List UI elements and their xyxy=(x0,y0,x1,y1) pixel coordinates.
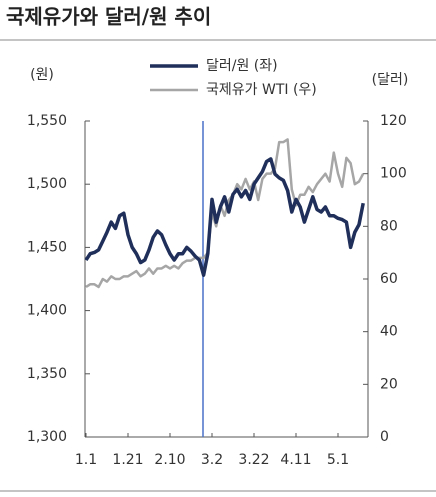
x-tick-label: 1.1 xyxy=(75,452,97,468)
legend-label: 국제유가 WTI (우) xyxy=(206,82,317,98)
y2-axis-label: (달러) xyxy=(372,72,409,88)
y2-tick-label: 0 xyxy=(380,429,389,445)
y-tick-label: 1,550 xyxy=(27,113,67,129)
y2-tick-label: 120 xyxy=(380,113,407,129)
x-tick-label: 3.22 xyxy=(238,452,269,468)
y2-tick-label: 80 xyxy=(380,218,398,234)
y-tick-label: 1,300 xyxy=(27,429,67,445)
y-tick-label: 1,500 xyxy=(27,176,67,192)
y2-tick-label: 40 xyxy=(380,324,398,340)
y-axis-label: (원) xyxy=(30,67,54,83)
y-tick-label: 1,450 xyxy=(27,239,67,255)
x-tick-label: 4.11 xyxy=(280,452,311,468)
y2-tick-label: 20 xyxy=(380,376,398,392)
legend-label: 달러/원 (좌) xyxy=(206,58,278,74)
x-tick-label: 5.1 xyxy=(327,452,349,468)
y-tick-label: 1,350 xyxy=(27,366,67,382)
x-tick-label: 3.2 xyxy=(201,452,223,468)
x-tick-label: 2.10 xyxy=(154,452,185,468)
chart-title: 국제유가와 달러/원 추이 xyxy=(6,5,211,29)
y-tick-label: 1,400 xyxy=(27,303,67,319)
series-line xyxy=(85,138,365,289)
y2-tick-label: 60 xyxy=(380,271,398,287)
x-tick-label: 1.21 xyxy=(112,452,143,468)
y2-tick-label: 100 xyxy=(380,166,407,182)
series-line xyxy=(84,157,365,277)
